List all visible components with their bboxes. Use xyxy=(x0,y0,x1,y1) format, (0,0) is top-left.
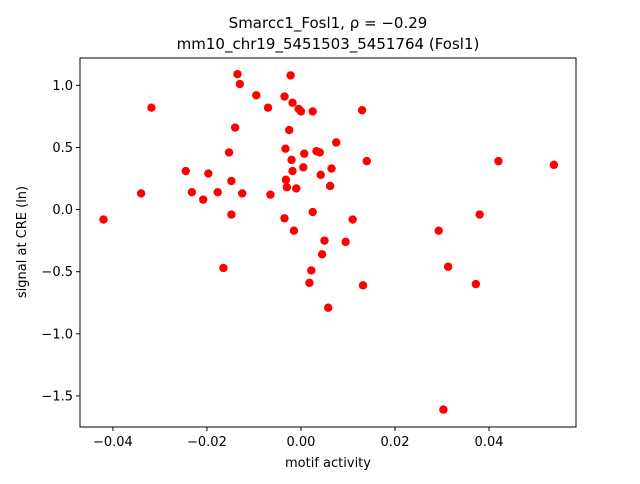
points-layer xyxy=(99,69,559,414)
data-point xyxy=(227,176,236,186)
data-point xyxy=(99,215,108,224)
data-point xyxy=(362,156,371,166)
data-point xyxy=(357,105,367,115)
chart-title-line-1: Smarcc1_Fosl1, ρ = −0.29 xyxy=(229,14,428,33)
data-point xyxy=(213,187,222,197)
data-point xyxy=(287,155,296,165)
data-point xyxy=(235,79,245,89)
y-tick-label: 1.0 xyxy=(52,79,73,94)
data-point xyxy=(494,156,503,166)
data-point xyxy=(266,190,275,199)
y-tick-label: −1.5 xyxy=(41,389,73,404)
axes-frame xyxy=(79,57,577,428)
data-point xyxy=(204,169,213,178)
data-point xyxy=(325,181,335,191)
data-point xyxy=(288,166,297,176)
data-point xyxy=(317,250,327,259)
y-tick-label: −0.5 xyxy=(41,265,73,280)
data-point xyxy=(238,189,247,198)
y-axis-ticks: −1.5 −1.0 −0.5 0.0 0.5 1.0 xyxy=(41,79,80,404)
data-point xyxy=(224,148,234,157)
data-point xyxy=(358,281,368,290)
data-point xyxy=(219,263,228,273)
data-point xyxy=(341,237,350,247)
chart-title-line-2: mm10_chr19_5451503_5451764 (Fosl1) xyxy=(177,35,480,54)
data-point xyxy=(263,103,273,112)
data-point xyxy=(305,278,314,288)
x-tick-label: 0.04 xyxy=(475,435,504,450)
data-point xyxy=(227,210,236,219)
data-point xyxy=(307,266,316,275)
data-point xyxy=(434,226,443,235)
data-point xyxy=(288,98,297,107)
data-point xyxy=(296,107,306,116)
data-point xyxy=(475,210,484,219)
x-tick-label: 0.00 xyxy=(286,435,315,450)
data-point xyxy=(443,262,453,271)
data-point xyxy=(292,184,301,193)
x-tick-label: 0.02 xyxy=(381,435,410,450)
data-point xyxy=(315,148,324,157)
data-point xyxy=(230,123,240,132)
data-point xyxy=(549,160,559,170)
x-axis-ticks: −0.04 −0.02 0.00 0.02 0.04 xyxy=(93,427,504,450)
data-point xyxy=(187,187,197,197)
data-point xyxy=(286,71,295,80)
data-point xyxy=(316,170,325,179)
data-point xyxy=(327,164,336,173)
y-axis-label: signal at CRE (ln) xyxy=(15,186,30,298)
data-point xyxy=(332,138,341,147)
data-point xyxy=(233,69,242,79)
data-point xyxy=(324,303,333,312)
data-point xyxy=(282,183,292,192)
data-point xyxy=(147,103,156,112)
x-tick-label: −0.04 xyxy=(93,435,133,450)
data-point xyxy=(320,236,329,245)
data-point xyxy=(252,91,261,100)
y-tick-label: −1.0 xyxy=(41,327,73,342)
data-point xyxy=(348,215,357,224)
data-point xyxy=(471,279,481,289)
data-point xyxy=(281,144,290,153)
data-point xyxy=(299,163,308,172)
data-point xyxy=(439,405,448,414)
data-point xyxy=(300,149,309,158)
x-tick-label: −0.02 xyxy=(187,435,227,450)
data-point xyxy=(285,125,294,135)
data-point xyxy=(198,195,208,204)
x-axis-label: motif activity xyxy=(285,456,371,471)
data-point xyxy=(308,207,317,217)
data-point xyxy=(308,107,317,116)
data-point xyxy=(280,214,289,223)
data-point xyxy=(281,175,291,184)
data-point xyxy=(181,166,190,176)
y-tick-label: 0.0 xyxy=(52,203,73,218)
data-point xyxy=(280,92,289,101)
y-tick-label: 0.5 xyxy=(52,141,73,156)
data-point xyxy=(289,226,299,235)
data-point xyxy=(136,189,146,198)
